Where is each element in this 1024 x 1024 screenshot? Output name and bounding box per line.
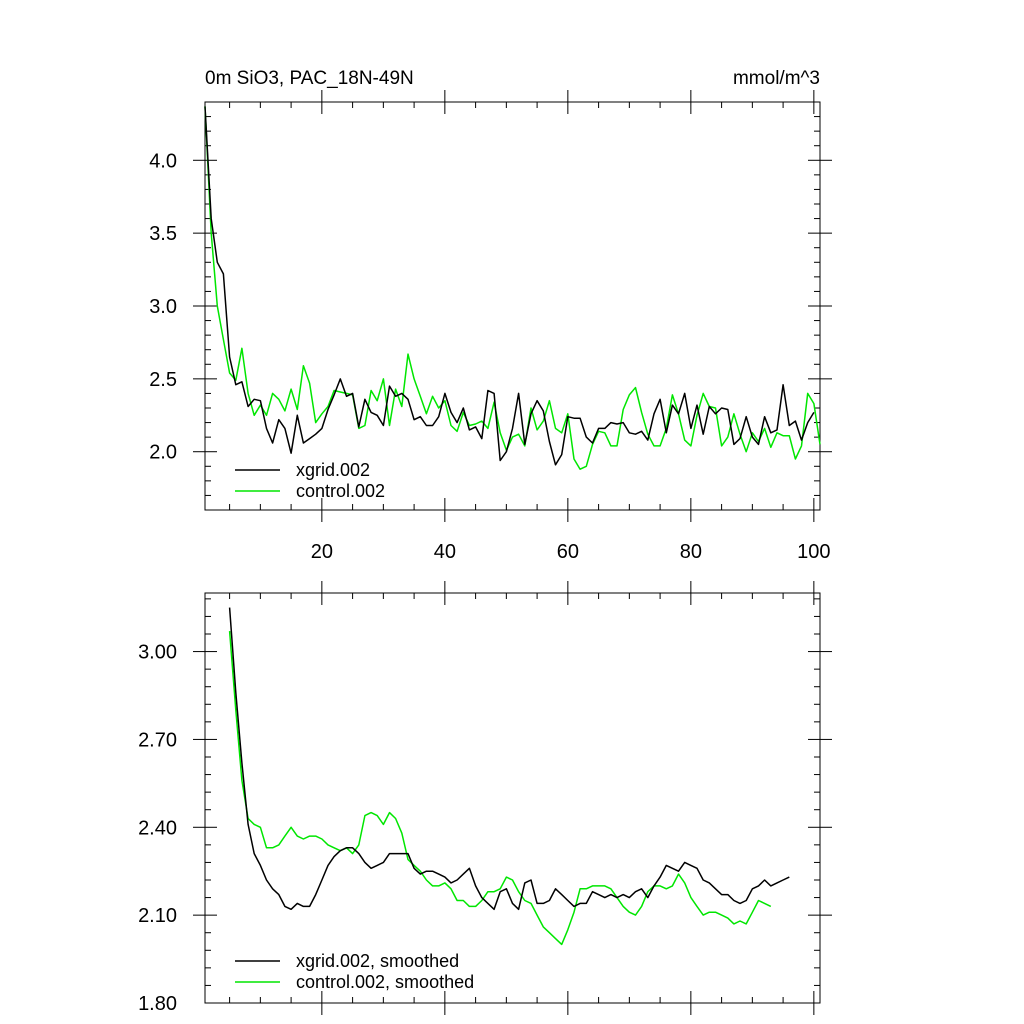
y-tick-label: 4.0	[149, 150, 177, 172]
series-line-xgrid	[228, 607, 790, 911]
y-tick-label: 1.80	[138, 993, 177, 1015]
x-tick-label: 60	[557, 541, 579, 563]
bottom-panel: 1.80 2.10 2.40 2.70 3.00 xgrid.002, smoothed…	[138, 581, 832, 1015]
y-tick-label: 2.0	[149, 442, 177, 464]
chart-units: mmol/m^3	[733, 68, 820, 89]
series-line-xgrid	[204, 106, 815, 466]
legend: xgrid.002 control.002	[235, 460, 385, 501]
legend-label-control-smoothed: control.002, smoothed	[296, 972, 474, 992]
plot-frame	[204, 101, 821, 511]
series-line-control	[228, 631, 772, 946]
ticks-layer: 20 40 60 80 100 2.0 2.5 3.0 3.5 4.0	[149, 90, 832, 563]
x-tick-label: 100	[797, 541, 830, 563]
legend-label-xgrid-smoothed: xgrid.002, smoothed	[296, 951, 459, 971]
top-panel: 0m SiO3, PAC_18N-49N mmol/m^3 20 40 60 80 10…	[149, 68, 832, 563]
legend: xgrid.002, smoothed control.002, smoothe…	[235, 951, 474, 992]
x-tick-label: 40	[434, 541, 456, 563]
plot-frame	[204, 592, 821, 1004]
legend-label-xgrid: xgrid.002	[296, 460, 370, 480]
y-tick-label: 2.10	[138, 905, 177, 927]
y-tick-label: 2.70	[138, 729, 177, 751]
series-line-control	[204, 106, 821, 470]
y-tick-label: 3.0	[149, 296, 177, 318]
x-tick-label: 20	[311, 541, 333, 563]
series-layer	[204, 106, 821, 470]
y-tick-label: 2.5	[149, 369, 177, 391]
x-tick-label: 80	[680, 541, 702, 563]
y-tick-label: 3.5	[149, 223, 177, 245]
series-layer	[228, 607, 790, 946]
ticks-layer: 1.80 2.10 2.40 2.70 3.00	[138, 581, 832, 1015]
legend-label-control: control.002	[296, 481, 385, 501]
y-tick-label: 2.40	[138, 817, 177, 839]
y-tick-label: 3.00	[138, 642, 177, 664]
chart-title: 0m SiO3, PAC_18N-49N	[205, 68, 414, 89]
